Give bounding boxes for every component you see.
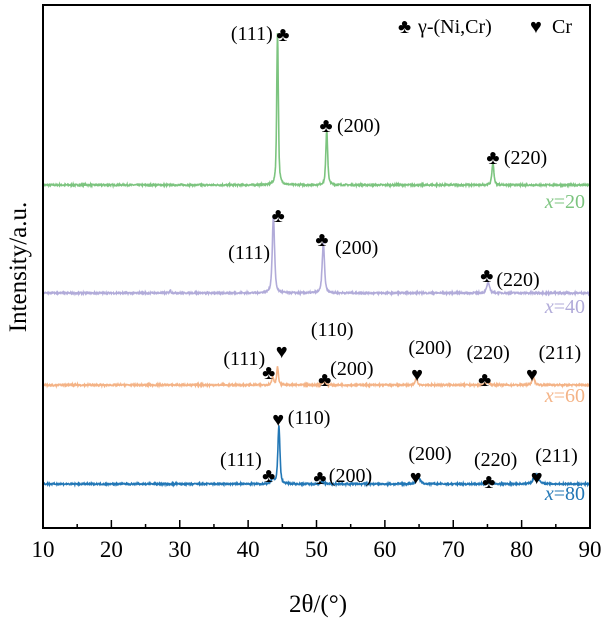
x-tick-label: 70 <box>442 537 465 562</box>
series-label: x=60 <box>544 385 585 407</box>
heart-marker-icon: ♥ <box>531 467 543 489</box>
heart-marker-icon: ♥ <box>272 409 284 431</box>
series-label-value: =60 <box>554 385 585 407</box>
x-tick-label: 20 <box>100 537 123 562</box>
x-axis-label: 2θ/(°) <box>289 591 347 618</box>
club-marker-icon: ♣ <box>276 24 289 46</box>
club-marker-icon: ♣ <box>262 465 275 487</box>
x-tick-label: 30 <box>168 537 191 562</box>
peak-label: (110) <box>311 319 354 341</box>
series-line-x=20 <box>42 33 591 189</box>
legend: ♣ γ-(Ni,Cr) ♥ Cr <box>398 16 572 38</box>
club-marker-icon: ♣ <box>320 115 333 137</box>
peak-label: (220) <box>496 269 539 291</box>
series-label-value: =80 <box>554 483 585 505</box>
heart-marker-icon: ♥ <box>411 364 423 386</box>
heart-marker-icon: ♥ <box>410 467 422 489</box>
peak-label: (200) <box>337 115 380 137</box>
club-marker-icon: ♣ <box>318 369 331 391</box>
series-line-x=40 <box>42 216 591 297</box>
peak-label: (111) <box>220 449 262 471</box>
series-line-x=60 <box>42 366 591 389</box>
club-marker-icon: ♣ <box>315 229 328 251</box>
x-axis: 10 20 30 40 50 60 70 80 90 <box>32 520 602 562</box>
club-marker-icon: ♣ <box>272 205 285 227</box>
legend-label-cr: Cr <box>552 16 572 38</box>
series-label-var: x <box>544 296 554 318</box>
legend-club-icon: ♣ <box>398 16 411 38</box>
annotation-layer: (111) ♣♣ (200)♣ (220)(111)♣♣ (200)♣ (220)(111… <box>220 23 581 493</box>
x-tick-label: 80 <box>510 537 533 562</box>
peak-label: (220) <box>504 147 547 169</box>
heart-marker-icon: ♥ <box>276 341 288 363</box>
series-label-value: =40 <box>554 296 585 318</box>
series-label-var: x <box>544 385 554 407</box>
legend-label-gamma: γ-(Ni,Cr) <box>417 16 492 38</box>
peak-label: (220) <box>474 449 517 471</box>
peak-label: (211) <box>535 445 578 467</box>
x-tick-label: 60 <box>373 537 396 562</box>
peak-label: (200) <box>408 443 451 465</box>
x-tick-label: 40 <box>237 537 260 562</box>
peak-label: (110) <box>288 407 331 429</box>
series-label-value: =20 <box>554 191 585 213</box>
club-marker-icon: ♣ <box>486 147 499 169</box>
series-label-var: x <box>544 483 554 505</box>
legend-heart-icon: ♥ <box>530 16 542 38</box>
club-marker-icon: ♣ <box>262 362 275 384</box>
series-layer: x=20x=40x=60x=80 <box>42 33 591 505</box>
series-label-var: x <box>544 191 554 213</box>
peak-label: (200) <box>408 337 451 359</box>
x-tick-label: 90 <box>579 537 602 562</box>
peak-label: (111) <box>228 242 270 264</box>
peak-label: (220) <box>466 342 509 364</box>
peak-label: (200) <box>330 358 373 380</box>
y-axis-label: Intensity/a.u. <box>5 202 32 333</box>
series-label: x=20 <box>544 191 585 213</box>
club-marker-icon: ♣ <box>480 265 493 287</box>
club-marker-icon: ♣ <box>482 471 495 493</box>
x-tick-label: 50 <box>305 537 328 562</box>
peak-label: (111) <box>231 23 273 45</box>
club-marker-icon: ♣ <box>478 369 491 391</box>
heart-marker-icon: ♥ <box>526 364 538 386</box>
x-tick-label: 10 <box>32 537 55 562</box>
series-line-x=80 <box>42 425 591 488</box>
series-label: x=80 <box>544 483 585 505</box>
series-label: x=40 <box>544 296 585 318</box>
peak-label: (200) <box>329 465 372 487</box>
peak-label: (111) <box>223 348 265 370</box>
peak-label: (200) <box>335 237 378 259</box>
club-marker-icon: ♣ <box>313 467 326 489</box>
peak-label: (211) <box>539 342 582 364</box>
